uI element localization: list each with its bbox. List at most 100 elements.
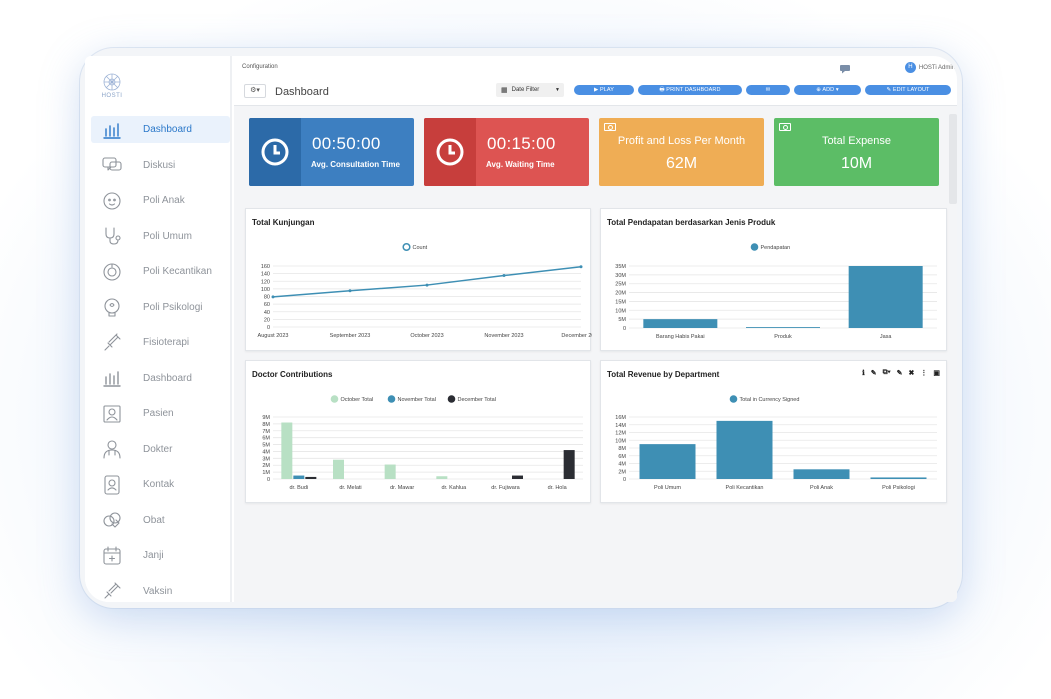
y-tick-label: 0 [267,477,270,483]
info-icon[interactable]: ℹ [862,370,865,377]
bar-chart-icon [101,119,123,141]
y-tick-label: 6M [262,436,270,442]
sidebar: HOSTI Dashboard Diskusi Poli Anak Poli Umum… [85,56,232,602]
syringe-icon [101,332,123,354]
calendar-icon: ▦ [501,87,508,94]
y-tick-label: 7M [262,429,270,435]
x-tick-label: Poli Psikologi [882,485,915,491]
pencil-icon[interactable]: ✎ [870,370,877,377]
app-logo[interactable]: HOSTI [99,72,125,99]
edit-layout-button[interactable]: ✎ EDIT LAYOUT [865,85,951,95]
y-tick-label: 5M [262,443,270,449]
x-tick-label: Barang Habis Pakai [656,334,705,340]
kpi-profit-card[interactable]: Profit and Loss Per Month 62M [599,118,764,186]
notification-icon[interactable] [839,61,851,79]
legend-label: Total in Currency Signed [740,397,800,403]
kpi-consultation-card[interactable]: 00:50:00 Avg. Consultation Time [249,118,414,186]
bar [716,420,773,479]
more-icon[interactable]: ⋮ [920,370,928,377]
sidebar-item-obat[interactable]: Obat [91,507,230,534]
y-tick-label: 80 [264,295,270,301]
patient-icon [101,403,123,425]
close-icon[interactable]: ✖ [908,370,915,377]
y-tick-label: 100 [261,287,270,293]
sidebar-item-label: Kontak [143,479,175,490]
save-icon[interactable]: ▣ [933,370,940,377]
bar-chart: Pendapatan 0 5M 10M 15M 20M 25M 30M 35M Barang Ha… [615,243,937,340]
legend-label: November Total [398,397,436,403]
kpi-waiting-card[interactable]: 00:15:00 Avg. Waiting Time [424,118,589,186]
face-icon [101,261,123,283]
y-tick-label: 25M [615,282,626,288]
x-tick-label: dr. Hola [548,485,568,491]
sidebar-item-poli-anak[interactable]: Poli Anak [91,187,230,214]
bar [384,464,396,479]
sidebar-item-diskusi[interactable]: Diskusi [91,152,230,179]
data-point [579,265,583,269]
x-tick-label: Poli Kecantikan [726,485,764,491]
x-tick-label: Poli Anak [810,485,833,491]
bar [870,477,927,479]
print-dashboard-button[interactable]: 🖶 PRINT DASHBOARD [638,85,742,95]
pills-icon [101,509,123,531]
x-tick-label: October 2023 [410,333,443,339]
sidebar-item-pasien[interactable]: Pasien [91,400,230,427]
sidebar-item-dashboard[interactable]: Dashboard [91,365,230,392]
dashboard-settings-button[interactable]: ⚙▾ [244,84,266,98]
user-name: HOSTi Admin [918,64,955,71]
y-tick-label: 40 [264,310,270,316]
y-tick-label: 120 [261,279,270,285]
legend-label: Count [413,245,428,251]
play-button[interactable]: ▶ PLAY [574,85,634,95]
sidebar-item-label: Janji [143,550,164,561]
add-button[interactable]: ⊕ ADD ▾ [794,85,861,95]
doctor-icon [101,438,123,460]
data-point [348,289,352,293]
sidebar-item-poli-kecantikan[interactable]: Poli Kecantikan [91,258,230,285]
sidebar-item-label: Vaksin [143,585,173,597]
data-point [502,274,506,278]
kpi-expense-card[interactable]: Total Expense 10M [774,118,939,186]
date-filter-dropdown[interactable]: ▦ Date Filter ▼ [496,83,564,97]
sidebar-item-poli-psikologi[interactable]: Poli Psikologi [91,294,230,321]
edit-icon[interactable]: ✎ [896,370,903,377]
sidebar-item-janji[interactable]: Janji [91,542,230,569]
logo-icon [103,73,121,91]
y-tick-label: 5M [618,317,626,323]
kpi-waiting-value: 00:15:00 [487,134,556,153]
kpi-profit-title: Profit and Loss Per Month [617,135,746,147]
copy-icon[interactable]: ⧉▾ [882,369,891,376]
date-filter-label: Date Filter [511,87,540,93]
bar [281,422,293,479]
kpi-expense-value: 10M [840,155,873,172]
data-point [271,295,275,299]
y-tick-label: 10M [615,308,626,314]
y-tick-label: 0 [623,326,626,332]
breadcrumb[interactable]: Configuration [242,64,278,70]
kpi-waiting-label: Avg. Waiting Time [486,160,555,169]
sidebar-item-poli-umum[interactable]: Poli Umum [91,223,230,250]
clock-icon [424,118,476,186]
sidebar-item-vaksin[interactable]: Vaksin [91,578,230,603]
scrollbar[interactable] [949,114,957,204]
y-tick-label: 20M [615,291,626,297]
panel-title: Total Pendapatan berdasarkan Jenis Produ… [607,218,776,227]
sidebar-item-label: Obat [143,514,165,526]
kpi-consultation-value: 00:50:00 [312,134,381,153]
panel-toolbar: ℹ ✎ ⧉▾ ✎ ✖ ⋮ ▣ [862,369,940,377]
user-menu[interactable]: H HOSTi Admin [904,62,955,73]
logo-text: HOSTI [101,93,123,99]
sidebar-item-kontak[interactable]: Kontak [91,471,230,498]
contact-icon [101,474,123,496]
x-tick-label: Produk [774,334,792,340]
sidebar-item-fisioterapi[interactable]: Fisioterapi [91,329,230,356]
panel-title: Total Kunjungan [252,218,315,227]
bar [793,469,850,479]
bar [848,266,923,328]
legend-label: October Total [341,397,374,403]
x-tick-label: dr. Budi [290,485,309,491]
email-button[interactable]: ✉ [746,85,790,95]
sidebar-item-dokter[interactable]: Dokter [91,436,230,463]
sidebar-item-dashboard[interactable]: Dashboard [91,116,230,143]
